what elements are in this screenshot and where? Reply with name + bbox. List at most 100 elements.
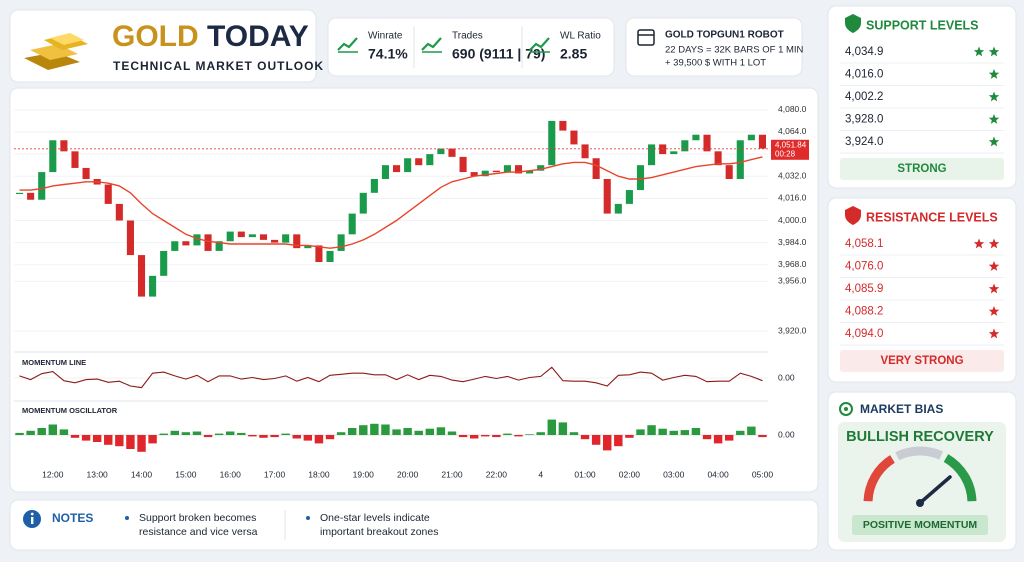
candle <box>503 165 511 173</box>
candle <box>581 144 589 159</box>
oscillator-bar <box>270 435 279 438</box>
candle <box>38 172 46 200</box>
calendar-icon <box>637 29 655 46</box>
countdown-label: 00:28 <box>775 149 796 158</box>
robot-title: GOLD TOPGUN1 ROBOT <box>665 30 784 41</box>
strength-badge <box>840 350 1004 372</box>
oscillator-bar <box>137 435 146 452</box>
oscillator-bar <box>192 431 202 435</box>
star <box>988 69 1000 79</box>
level-price: 4,085.9 <box>845 283 883 295</box>
candle <box>271 239 279 243</box>
star <box>988 328 1000 339</box>
candle <box>204 234 212 251</box>
x-tick-label: 17:00 <box>264 469 286 479</box>
note-text: resistance and vice versa <box>139 526 258 538</box>
star <box>988 114 1000 124</box>
x-tick-label: 14:00 <box>131 469 153 479</box>
oscillator-bar <box>669 430 678 435</box>
support-card <box>827 5 1017 189</box>
level-price: 4,034.9 <box>845 46 883 58</box>
level-stars <box>973 238 1000 249</box>
levels-title: RESISTANCE LEVELS <box>866 210 998 224</box>
y-tick-label: 0.00 <box>778 372 795 382</box>
y-tick-label: 4,000.0 <box>778 215 807 225</box>
y-tick-label: 4,064.0 <box>778 126 807 136</box>
oscillator-bar <box>359 425 368 435</box>
y-tick-label: 3,968.0 <box>778 259 807 269</box>
level-price: 4,016.0 <box>845 69 883 81</box>
oscillator-bar <box>203 435 213 438</box>
y-tick-label: 0.00 <box>778 429 795 439</box>
oscillator-bar <box>591 435 601 445</box>
candle <box>126 220 134 256</box>
note-text: important breakout zones <box>320 526 438 538</box>
oscillator-bar <box>691 428 701 435</box>
oscillator-bar <box>92 435 102 442</box>
star <box>988 261 1000 271</box>
candle <box>681 140 689 152</box>
strength-badge <box>840 158 1004 180</box>
oscillator-bar <box>436 427 446 435</box>
x-tick-label: 02:00 <box>619 469 641 479</box>
candle <box>537 165 545 171</box>
candle <box>293 234 301 249</box>
oscillator-bar <box>724 435 734 441</box>
oscillator-bar <box>658 428 667 435</box>
stat-icon <box>421 37 442 51</box>
shield-icon <box>845 206 861 225</box>
bias-icon <box>839 402 853 416</box>
header-card <box>9 9 317 83</box>
candle <box>703 134 711 152</box>
candle <box>459 156 467 173</box>
candle <box>237 231 245 238</box>
oscillator-bar <box>26 430 35 435</box>
oscillator-bar <box>126 435 135 449</box>
oscillator-bar <box>115 435 124 447</box>
oscillator-bar <box>403 428 412 435</box>
bias-headline: BULLISH RECOVERY <box>846 429 994 445</box>
app-title: GOLD TODAY <box>112 20 309 53</box>
oscillator-bar <box>59 429 69 435</box>
candle <box>160 250 168 276</box>
bullet <box>125 516 129 520</box>
candle <box>559 120 567 131</box>
panel-title: MOMENTUM LINE <box>22 358 86 367</box>
level-price: 4,076.0 <box>845 261 883 273</box>
gauge-needle <box>918 475 952 505</box>
gauge-arc <box>895 446 943 461</box>
oscillator-bar <box>680 430 690 435</box>
gauge-arc <box>943 454 977 502</box>
title-dark: TODAY <box>207 20 309 53</box>
oscillator-bar <box>70 435 80 438</box>
oscillator-bar <box>569 432 579 435</box>
candle <box>248 234 256 238</box>
level-price: 4,058.1 <box>845 238 883 250</box>
oscillator-bar <box>104 435 113 445</box>
candle <box>736 140 744 179</box>
gold-bars-icon <box>24 33 88 70</box>
star <box>988 238 1000 249</box>
candle <box>625 190 633 204</box>
y-tick-label: 4,016.0 <box>778 193 807 203</box>
levels-title: SUPPORT LEVELS <box>866 18 979 32</box>
level-stars <box>988 91 1000 102</box>
candle <box>149 275 157 297</box>
candle <box>259 234 268 240</box>
moving-average <box>19 156 763 249</box>
oscillator-bar <box>736 430 745 435</box>
oscillator-bar <box>336 432 346 435</box>
notes-title: NOTES <box>52 511 93 525</box>
x-tick-label: 05:00 <box>752 469 774 479</box>
y-tick-label: 4,032.0 <box>778 170 807 180</box>
candle <box>415 158 423 166</box>
level-stars <box>988 306 1000 316</box>
subtitle: TECHNICAL MARKET OUTLOOK <box>113 59 324 73</box>
level-stars <box>988 114 1000 124</box>
oscillator-bar <box>292 435 301 439</box>
last-price-box <box>771 139 809 160</box>
x-tick-label: 19:00 <box>353 469 375 479</box>
oscillator-bar <box>625 435 634 438</box>
oscillator-bar <box>159 433 168 435</box>
